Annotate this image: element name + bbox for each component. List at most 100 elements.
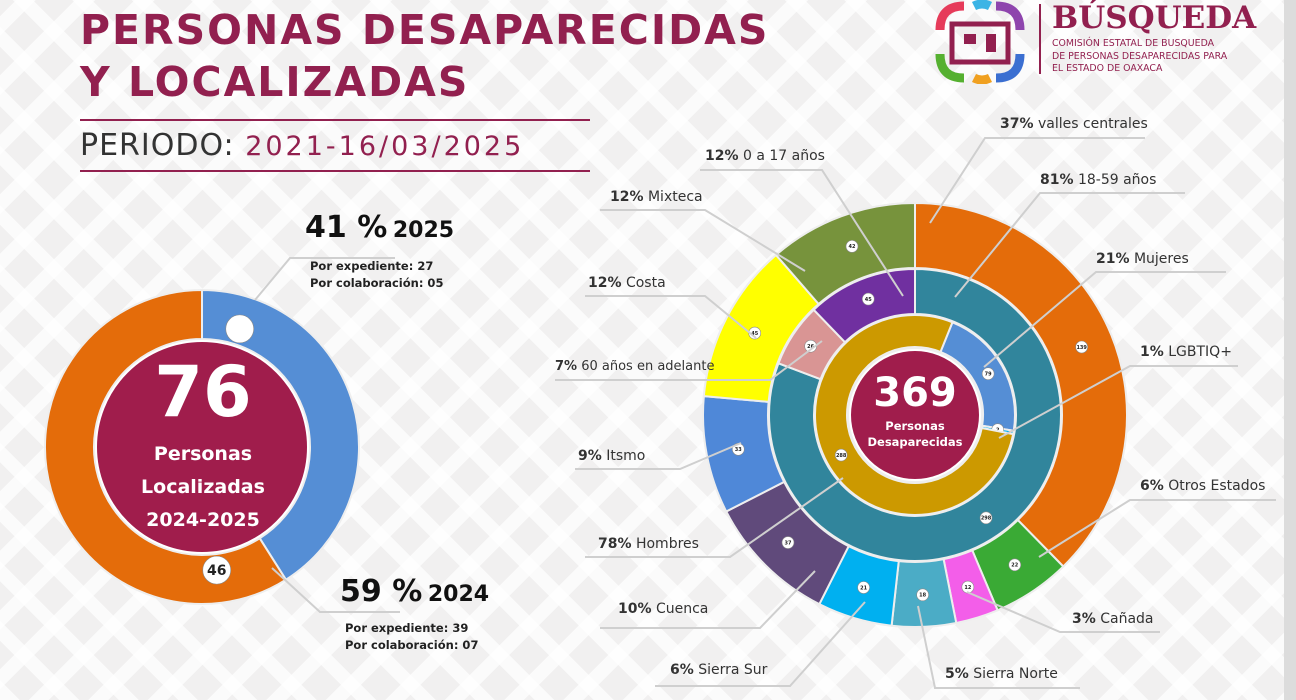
label-percent: 12%	[588, 275, 622, 291]
detail-line: Por colaboración: 05	[310, 276, 444, 290]
leader-line-2024	[271, 567, 400, 613]
slice-2024	[44, 288, 288, 605]
label-name: 60 años en adelante	[581, 359, 715, 374]
label-2025: 41 % 2025	[305, 210, 454, 245]
value-badge-mujeres	[981, 367, 995, 380]
label-hombres: 78% Hombres	[598, 536, 699, 552]
logo-emblem-icon	[935, 0, 1025, 84]
value-badge-sierra-norte	[916, 588, 929, 602]
label-percent: 6%	[1140, 478, 1164, 494]
label-canada: 3% Cañada	[1072, 611, 1154, 627]
center-disc	[95, 340, 309, 554]
period: PERIODO: 2021-16/03/2025	[80, 128, 524, 163]
caption-line: Personas	[153, 443, 253, 465]
label-name: Sierra Norte	[973, 666, 1058, 682]
logo-subtitle-line: DE PERSONAS DESAPARECIDAS PARA	[1052, 50, 1228, 62]
value-label-2024: 46	[207, 563, 226, 579]
value-label-valles-centrales: 139	[1076, 345, 1087, 351]
period-value: 2021-16/03/2025	[245, 131, 525, 162]
desaparecidas-total: 369	[873, 370, 957, 416]
caption-line: Personas	[885, 419, 945, 433]
value-badge-hombres	[834, 448, 848, 462]
label-percent: 21%	[1096, 251, 1130, 267]
center-disc	[849, 349, 981, 481]
detail-line: Por expediente: 39	[345, 621, 469, 635]
leader-line-sierra-sur	[655, 601, 866, 687]
detail-2025: Por expediente: 27 Por colaboración: 05	[310, 258, 443, 292]
localizadas-total: 76	[154, 351, 252, 433]
value-label-itsmo: 33	[735, 447, 742, 453]
localizadas-caption: Personas Localizadas 2024-2025	[100, 438, 306, 537]
label-itsmo: 9% Itsmo	[578, 448, 645, 464]
label-name: LGBTIQ+	[1168, 344, 1232, 360]
value-label-sierra-sur: 21	[860, 585, 867, 591]
leader-line-itsmo	[575, 442, 742, 470]
leader-line-sierra-norte	[917, 605, 1080, 689]
caption-line: 2024-2025	[146, 509, 260, 531]
label-name: Otros Estados	[1168, 478, 1266, 494]
label-percent: 12%	[705, 148, 739, 164]
label-name: Mixteca	[647, 189, 703, 205]
detail-line: Por colaboración: 07	[345, 638, 479, 652]
value-label-ca-ada: 12	[964, 585, 971, 591]
label-2024: 59 % 2024	[340, 574, 489, 609]
label-name: 0 a 17 años	[742, 148, 825, 164]
label-percent: 81%	[1040, 172, 1074, 188]
value-label-otros-estados: 22	[1011, 563, 1018, 569]
label-percent: 6%	[670, 662, 694, 678]
value-badge-otros-estados	[1008, 558, 1022, 572]
value-label-cuenca: 37	[785, 540, 792, 546]
label-cuenca: 10% Cuenca	[618, 601, 708, 617]
label-name: Sierra Sur	[698, 662, 768, 678]
leader-line-canada	[966, 591, 1160, 633]
label-name: 18-59 años	[1077, 172, 1157, 188]
percent-2025: 41 %	[305, 210, 388, 245]
label-percent: 7%	[555, 359, 578, 374]
label-mujeres: 21% Mujeres	[1096, 251, 1189, 267]
leader-line-2025	[254, 257, 395, 301]
label-mixteca: 12% Mixteca	[610, 189, 703, 205]
divider	[80, 170, 590, 172]
label-percent: 37%	[1000, 116, 1034, 132]
label-name: valles centrales	[1037, 116, 1148, 132]
label-name: Cuenca	[655, 601, 709, 617]
slice-hombres	[814, 314, 1015, 516]
page-edge	[1284, 0, 1296, 700]
label-percent: 5%	[945, 666, 969, 682]
label-lgbtiq: 1% LGBTIQ+	[1140, 344, 1232, 360]
logo-divider	[1039, 4, 1041, 74]
value-badge-valles-centrales	[1075, 340, 1088, 354]
leader-line-60	[555, 340, 823, 381]
detail-2024: Por expediente: 39 Por colaboración: 07	[345, 620, 478, 654]
label-sierra-sur: 6% Sierra Sur	[670, 662, 767, 678]
caption-line: Localizadas	[141, 476, 265, 498]
label-0-17: 12% 0 a 17 años	[705, 148, 825, 164]
slice-2025	[201, 288, 360, 582]
value-badge-mixteca	[845, 240, 859, 253]
value-label-18-59-a-os: 298	[981, 516, 992, 522]
logo-subtitle-line: EL ESTADO DE OAXACA	[1052, 63, 1163, 74]
label-percent: 1%	[1140, 344, 1164, 360]
label-percent: 78%	[598, 536, 632, 552]
value-label-60-a-os-en-adelante: 26	[807, 344, 814, 350]
value-label-mujeres: 79	[985, 371, 992, 377]
year-2025: 2025	[392, 218, 455, 243]
label-costa: 12% Costa	[588, 275, 666, 291]
leader-line-hombres	[585, 477, 844, 558]
caption-line: Desaparecidas	[867, 435, 963, 449]
value-label-costa: 45	[751, 331, 758, 337]
value-badge-2025	[225, 314, 255, 344]
label-percent: 3%	[1072, 611, 1096, 627]
period-label: PERIODO:	[80, 128, 235, 163]
label-name: Cañada	[1100, 611, 1154, 627]
leader-line-costa	[585, 295, 757, 339]
detail-line: Por expediente: 27	[310, 259, 434, 273]
label-percent: 12%	[610, 189, 644, 205]
percent-2024: 59 %	[340, 574, 423, 609]
label-18-59: 81% 18-59 años	[1040, 172, 1156, 188]
value-label-hombres: 288	[836, 453, 847, 459]
label-valles-centrales: 37% valles centrales	[1000, 116, 1148, 132]
label-otros-estados: 6% Otros Estados	[1140, 478, 1265, 494]
label-name: Hombres	[635, 536, 699, 552]
